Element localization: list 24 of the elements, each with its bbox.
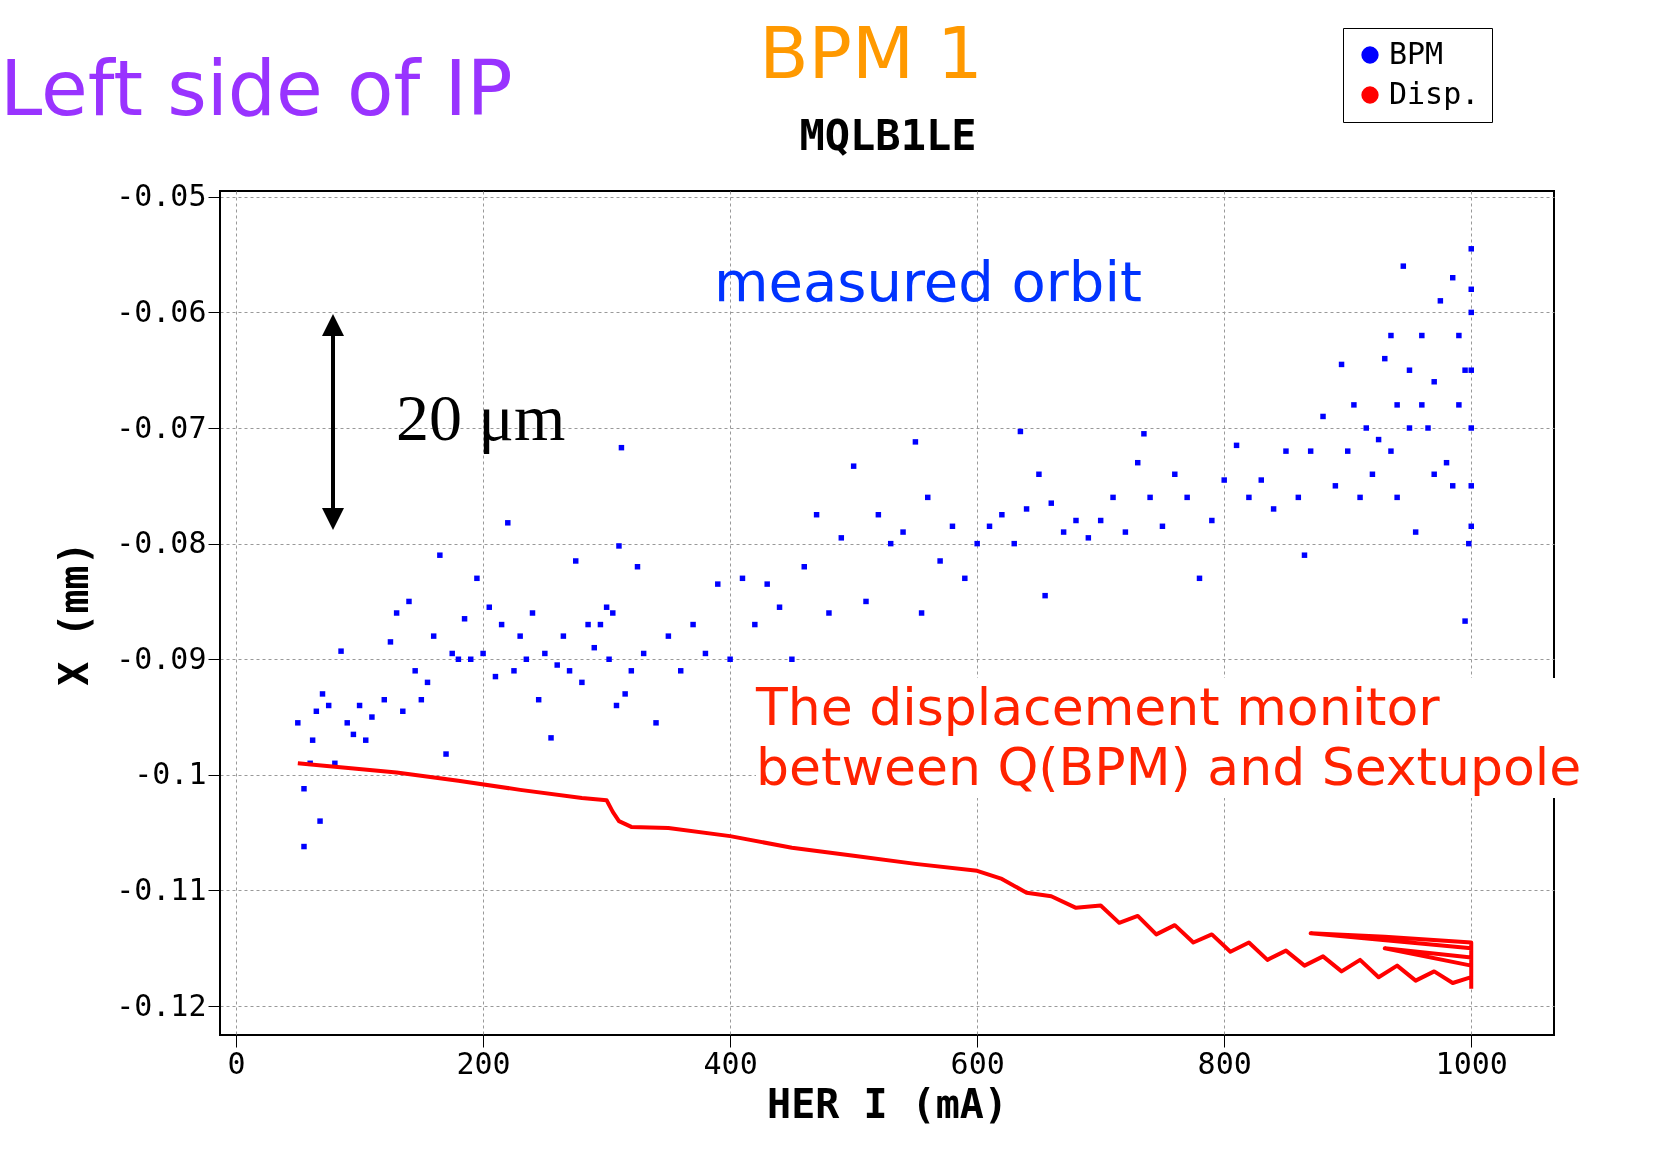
x-tick-label: 200 (456, 1045, 511, 1081)
chart-title: MQLB1LE (799, 111, 977, 161)
y-tick-label: -0.05 (116, 178, 207, 214)
y-tick-label: -0.08 (116, 525, 207, 561)
annotation: 20 μm (396, 380, 566, 456)
y-tick-label: -0.11 (116, 871, 207, 907)
x-tick-label: 0 (227, 1045, 246, 1081)
y-tick-label: -0.09 (116, 640, 207, 676)
legend-label: Disp. (1389, 76, 1480, 111)
y-tick-label: -0.12 (116, 987, 207, 1023)
legend-label: BPM (1389, 36, 1444, 71)
y-tick-label: -0.06 (116, 293, 207, 329)
x-tick-label: 400 (703, 1045, 758, 1081)
annotation: measured orbit (714, 249, 1142, 315)
y-tick-label: -0.07 (116, 409, 207, 445)
text: Left side of IP (0, 44, 513, 133)
y-tick-label: -0.1 (134, 756, 207, 792)
x-tick-label: 800 (1197, 1045, 1252, 1081)
annotation: The displacement monitor between Q(BPM) and Sextupole (756, 677, 1661, 798)
x-axis-title: HER I (mA) (767, 1080, 1008, 1127)
x-tick-label: 1000 (1435, 1045, 1508, 1081)
text: BPM 1 (759, 11, 983, 95)
x-tick-label: 600 (950, 1045, 1005, 1081)
y-axis-title: X (mm) (51, 541, 98, 686)
